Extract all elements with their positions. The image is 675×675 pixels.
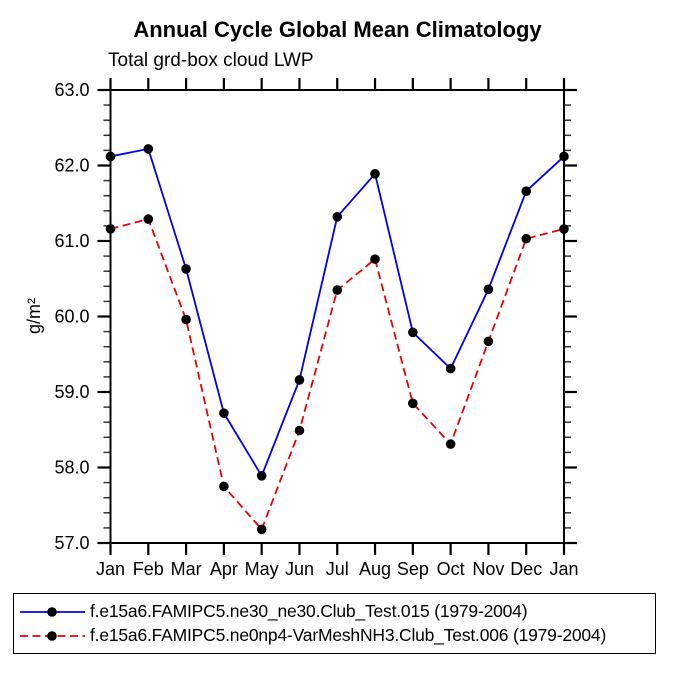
y-tick-label: 57.0: [54, 533, 89, 553]
data-point-marker: [370, 254, 380, 264]
legend-line-sample-series-0: [20, 606, 85, 617]
y-tick-label: 62.0: [54, 156, 89, 176]
x-tick-label: Jan: [96, 559, 125, 579]
series-line-0: [110, 147, 565, 478]
data-point-marker: [294, 375, 305, 385]
x-tick-label: Oct: [437, 559, 465, 579]
data-point-marker: [143, 214, 154, 224]
data-point-marker: [483, 284, 494, 295]
x-tick-label: Feb: [133, 559, 164, 579]
x-tick-label: Jul: [326, 559, 349, 579]
data-point-marker: [521, 233, 532, 244]
data-point-marker: [256, 524, 267, 535]
y-tick-label: 63.0: [54, 80, 89, 100]
x-tick-label: Nov: [472, 559, 504, 579]
x-tick-label: Sep: [397, 559, 429, 579]
chart-subtitle: Total grd-box cloud LWP: [108, 50, 314, 71]
data-point-marker: [219, 481, 229, 492]
data-point-marker: [105, 224, 116, 234]
legend-marker: [47, 630, 57, 641]
data-point-marker: [408, 398, 418, 409]
legend-line-sample-series-1: [20, 630, 85, 641]
x-tick-label: Apr: [210, 559, 238, 579]
y-tick-label: 59.0: [54, 382, 89, 402]
data-point-marker: [559, 224, 569, 234]
data-point-marker: [559, 151, 569, 162]
data-point-marker: [143, 144, 154, 154]
data-point-marker: [105, 151, 116, 162]
legend-label-series-1: f.e15a6.FAMIPC5.ne0np4-VarMeshNH3.Club_T…: [90, 625, 607, 645]
plot-area: 57.0 58.0 59.0 60.0 61.0 62.0 63.0 Jan Feb Mar Apr…: [54, 78, 579, 579]
data-point-marker: [408, 327, 418, 338]
data-point-marker: [332, 285, 343, 295]
x-tick-label: Aug: [359, 559, 391, 579]
data-point-marker: [445, 439, 456, 449]
data-point-marker: [219, 408, 229, 418]
data-point-marker: [445, 363, 456, 374]
data-point-marker: [332, 212, 343, 222]
data-point-marker: [256, 471, 267, 481]
y-tick-label: 61.0: [54, 231, 89, 251]
x-tick-label: May: [245, 559, 279, 579]
data-point-marker: [521, 186, 532, 196]
data-point-marker: [181, 264, 191, 274]
legend-item: f.e15a6.FAMIPC5.ne0np4-VarMeshNH3.Club_T…: [19, 624, 655, 648]
legend-marker: [47, 606, 57, 617]
chart-title: Annual Cycle Global Mean Climatology: [133, 17, 542, 42]
data-point-marker: [370, 169, 380, 179]
x-tick-label: Jan: [549, 559, 578, 579]
legend-label-series-0: f.e15a6.FAMIPC5.ne30_ne30.Club_Test.015 …: [90, 601, 528, 621]
axis-frame: [109, 89, 565, 544]
series-line-1: [110, 218, 565, 532]
legend-item: f.e15a6.FAMIPC5.ne30_ne30.Club_Test.015 …: [19, 600, 655, 624]
data-point-marker: [483, 336, 494, 347]
x-tick-label: Dec: [510, 559, 542, 579]
x-tick-label: Mar: [171, 559, 202, 579]
x-tick-label: Jun: [285, 559, 314, 579]
y-tick-label: 60.0: [54, 307, 89, 327]
y-tick-label: 58.0: [54, 458, 89, 478]
data-point-marker: [181, 314, 191, 325]
data-point-marker: [294, 425, 305, 436]
legend-box: f.e15a6.FAMIPC5.ne30_ne30.Club_Test.015 …: [13, 593, 656, 654]
